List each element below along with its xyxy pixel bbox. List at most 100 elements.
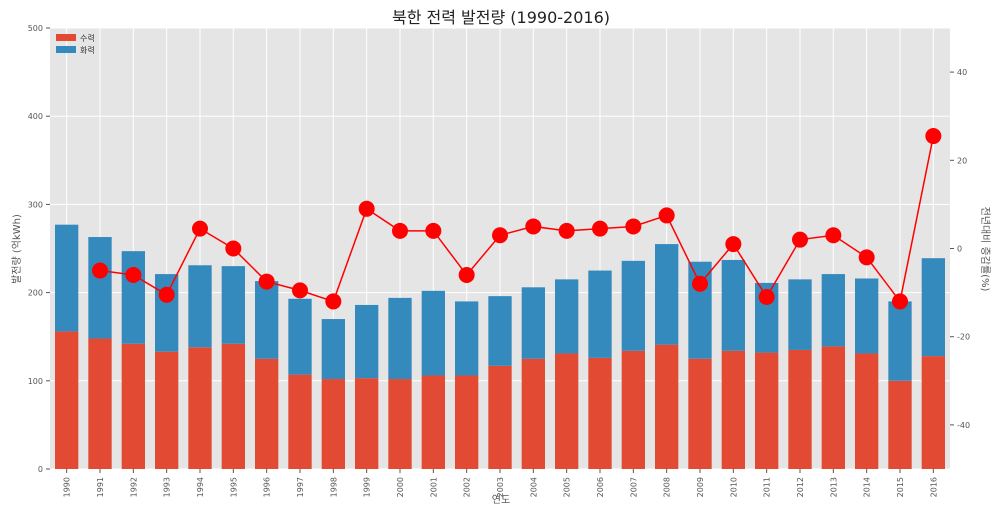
- y-axis-ticks: 0 100 200 300 400 500: [28, 24, 50, 474]
- growth-point-1994: [192, 220, 208, 237]
- x-tick-label: 2008: [663, 477, 672, 497]
- growth-point-2004: [525, 218, 542, 235]
- x-tick-label: 1998: [329, 477, 338, 497]
- x-tick-label: 1999: [363, 477, 372, 497]
- legend-label-hydro: 수력: [80, 33, 95, 43]
- legend-swatch-thermal: [56, 46, 76, 53]
- bar-thermal-2012: [788, 279, 812, 350]
- x-tick-label: 2000: [396, 477, 405, 497]
- x-axis-ticks: 1990 1991 1992 1993 1994 1995 1996 1997 1998 1999…: [63, 469, 938, 497]
- growth-point-1995: [225, 240, 242, 257]
- y-tick-label: 200: [28, 289, 43, 298]
- bar-thermal-1992: [121, 251, 145, 344]
- bar-thermal-2007: [621, 260, 645, 351]
- bar-hydro-2014: [855, 353, 879, 469]
- growth-point-1996: [258, 273, 275, 290]
- bar-thermal-1993: [155, 274, 179, 352]
- x-tick-label: 2010: [729, 477, 738, 497]
- bar-hydro-2015: [888, 380, 912, 469]
- x-tick-label: 2002: [463, 477, 472, 497]
- bar-thermal-2016: [921, 258, 945, 357]
- chart-title: 북한 전력 발전량 (1990-2016): [392, 8, 610, 27]
- growth-point-1993: [158, 286, 175, 303]
- growth-point-2010: [725, 236, 742, 253]
- bar-hydro-1992: [121, 343, 145, 469]
- growth-point-2016: [925, 128, 942, 145]
- bar-thermal-1996: [255, 281, 279, 359]
- growth-point-2007: [625, 218, 642, 235]
- bar-hydro-2010: [721, 350, 745, 469]
- y-axis-label: 발전량 (억kWh): [11, 214, 23, 284]
- bar-thermal-1997: [288, 298, 312, 375]
- x-tick-label: 2011: [763, 477, 772, 497]
- bar-hydro-1994: [188, 347, 212, 469]
- growth-point-1992: [125, 266, 142, 283]
- growth-point-2000: [392, 222, 408, 239]
- x-tick-label: 1996: [263, 477, 272, 497]
- y2-tick-label: 20: [957, 156, 967, 165]
- x-tick-label: 2012: [796, 477, 805, 497]
- legend-swatch-hydro: [56, 34, 76, 41]
- bar-hydro-2012: [788, 349, 812, 469]
- x-tick-label: 1995: [229, 477, 238, 497]
- bar-thermal-2008: [655, 244, 679, 345]
- bar-hydro-1996: [255, 358, 279, 469]
- bar-thermal-2004: [521, 287, 545, 359]
- bar-thermal-1995: [221, 266, 245, 344]
- x-tick-label: 2013: [829, 477, 838, 497]
- growth-point-2015: [892, 293, 908, 310]
- bar-thermal-2014: [855, 278, 879, 354]
- bar-hydro-2004: [521, 358, 545, 469]
- bar-hydro-1991: [88, 338, 112, 469]
- bar-hydro-1997: [288, 374, 312, 469]
- bar-thermal-2006: [588, 270, 612, 358]
- growth-point-2006: [592, 220, 608, 237]
- bar-hydro-1998: [321, 379, 345, 469]
- bar-thermal-2015: [888, 301, 912, 381]
- growth-point-2011: [758, 289, 775, 306]
- bar-thermal-1999: [355, 304, 379, 379]
- growth-point-1999: [358, 200, 375, 217]
- growth-point-2005: [558, 222, 575, 239]
- bar-thermal-2003: [488, 296, 512, 366]
- x-tick-label: 2015: [896, 477, 905, 497]
- bar-thermal-2010: [721, 259, 745, 351]
- y-tick-label: 500: [28, 24, 43, 33]
- bar-hydro-2013: [821, 346, 845, 469]
- growth-point-1998: [325, 293, 342, 310]
- bar-hydro-2000: [388, 379, 412, 469]
- x-tick-label: 2014: [863, 477, 872, 497]
- bar-hydro-2008: [655, 344, 679, 469]
- growth-point-2013: [825, 227, 842, 244]
- growth-point-2009: [692, 275, 708, 292]
- bar-thermal-1998: [321, 319, 345, 380]
- y2-tick-label: -40: [957, 421, 970, 430]
- bar-hydro-2001: [421, 375, 445, 469]
- growth-point-2001: [425, 222, 442, 239]
- bar-hydro-1990: [55, 331, 79, 469]
- bar-hydro-1999: [355, 378, 379, 469]
- x-tick-label: 1993: [163, 477, 172, 497]
- bar-thermal-2000: [388, 297, 412, 380]
- y2-tick-label: 40: [957, 68, 967, 77]
- x-tick-label: 1994: [196, 477, 205, 497]
- x-tick-label: 2004: [529, 477, 538, 497]
- y-tick-label: 400: [28, 112, 43, 121]
- x-tick-label: 1997: [296, 477, 305, 497]
- y-tick-label: 100: [28, 377, 43, 386]
- bar-hydro-2003: [488, 365, 512, 469]
- bar-hydro-2007: [621, 350, 645, 469]
- growth-point-2002: [458, 266, 475, 283]
- bar-thermal-1994: [188, 265, 212, 348]
- y-tick-label: 300: [28, 200, 43, 209]
- bar-hydro-2009: [688, 358, 712, 469]
- x-axis-label: 연도: [492, 494, 510, 506]
- bar-thermal-1991: [88, 237, 112, 339]
- growth-line: [92, 128, 942, 310]
- y2-axis-label: 전년대비 증감률(%): [979, 207, 991, 292]
- bar-hydro-1995: [221, 343, 245, 469]
- x-tick-label: 1991: [96, 477, 105, 497]
- y2-tick-label: 0: [957, 245, 962, 254]
- growth-point-2014: [858, 249, 875, 266]
